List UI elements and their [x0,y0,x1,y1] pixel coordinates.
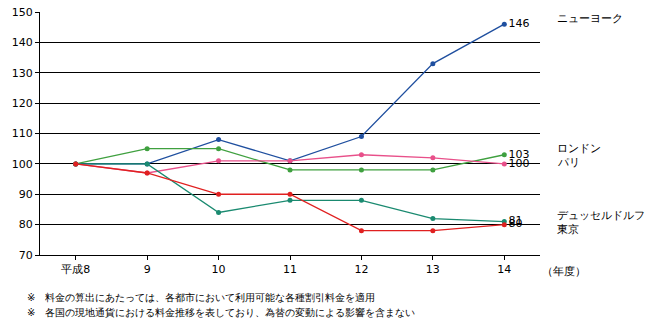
svg-text:12: 12 [354,263,368,276]
svg-text:13: 13 [426,263,440,276]
svg-text:130: 130 [12,67,33,80]
svg-text:平成8: 平成8 [61,263,90,276]
svg-text:10: 10 [212,263,226,276]
svg-text:11: 11 [283,263,297,276]
svg-text:146: 146 [508,17,529,30]
svg-text:9: 9 [144,263,151,276]
svg-text:（年度）: （年度） [542,265,586,278]
svg-text:110: 110 [12,127,33,140]
svg-text:100: 100 [508,157,529,170]
svg-text:ニューヨーク: ニューヨーク [557,12,623,25]
svg-text:東京: 東京 [557,223,579,236]
svg-text:120: 120 [12,97,33,110]
svg-text:14: 14 [497,263,511,276]
svg-text:パリ: パリ [557,156,580,169]
svg-text:150: 150 [12,6,33,19]
svg-text:80: 80 [508,217,522,230]
svg-text:100: 100 [12,158,33,171]
svg-text:デュッセルドルフ: デュッセルドルフ [557,209,645,222]
svg-text:140: 140 [12,36,33,49]
svg-text:80: 80 [19,218,33,231]
svg-text:※ 料金の算出にあたっては、各都市において利用可能な各種割引: ※ 料金の算出にあたっては、各都市において利用可能な各種割引料金を適用 [27,292,375,303]
svg-text:103: 103 [508,148,529,161]
svg-text:ロンドン: ロンドン [557,142,601,155]
svg-text:70: 70 [19,249,33,262]
svg-text:90: 90 [19,188,33,201]
svg-text:※ 各国の現地通貨における料金推移を表しており、為替の変動に: ※ 各国の現地通貨における料金推移を表しており、為替の変動による影響を含まない [27,307,415,318]
svg-text:81: 81 [508,214,522,227]
